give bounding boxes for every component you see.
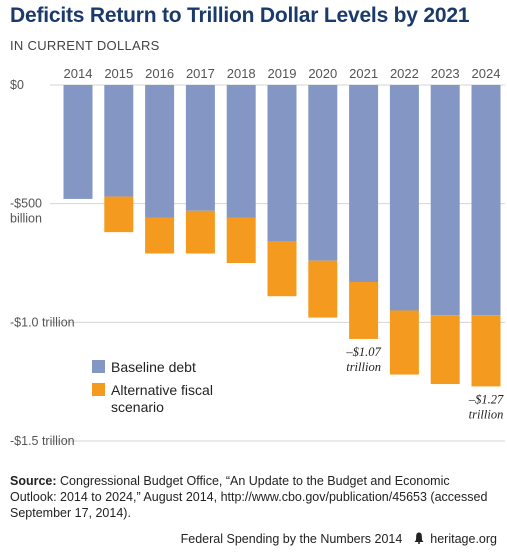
- bar-alternative: [104, 196, 134, 233]
- bar-alternative: [308, 260, 338, 318]
- bar-baseline: [185, 85, 215, 211]
- x-tick-label: 2021: [349, 66, 378, 81]
- bar-baseline: [349, 85, 379, 282]
- bar-alternative: [226, 217, 256, 263]
- bar-baseline: [267, 85, 297, 242]
- data-label: –$1.07 trillion: [345, 345, 381, 374]
- liberty-bell-icon: [414, 532, 424, 544]
- bar-chart: $0 -$500 billion -$1.0 trillion -$1.5 trilli…: [10, 66, 505, 448]
- data-label: –$1.27 trillion: [468, 392, 504, 421]
- x-tick-label: 2018: [227, 66, 256, 81]
- legend-swatch-alternative: [92, 383, 105, 396]
- source-note: Source: Congressional Budget Office, “An…: [10, 473, 497, 521]
- legend-label-alternative: Alternative fiscal scenario: [111, 382, 213, 415]
- bar-baseline: [471, 85, 501, 316]
- bar-alternative: [349, 281, 379, 339]
- bar-baseline: [104, 85, 134, 197]
- x-tick-label: 2014: [64, 66, 93, 81]
- bar-alternative: [267, 241, 297, 297]
- x-tick-label: 2016: [145, 66, 174, 81]
- x-tick-label: 2023: [431, 66, 460, 81]
- source-text: Congressional Budget Office, “An Update …: [10, 474, 488, 520]
- bar-baseline: [63, 85, 93, 199]
- legend-label-baseline: Baseline debt: [111, 359, 196, 375]
- x-tick-label: 2024: [472, 66, 501, 81]
- bar-alternative: [389, 310, 419, 375]
- bar-alternative: [430, 315, 460, 385]
- footer-site: heritage.org: [430, 532, 497, 546]
- y-tick-label: -$500 billion: [10, 197, 42, 226]
- footer: Federal Spending by the Numbers 2014 her…: [10, 532, 497, 546]
- y-tick-label: $0: [10, 78, 24, 92]
- bar-alternative: [471, 315, 501, 387]
- footer-publication: Federal Spending by the Numbers 2014: [180, 532, 403, 546]
- bar-alternative: [145, 217, 175, 254]
- bar-baseline: [145, 85, 175, 218]
- bar-baseline: [308, 85, 338, 261]
- bar-baseline: [226, 85, 256, 218]
- y-tick-label: -$1.5 trillion: [10, 434, 75, 448]
- bar-baseline: [430, 85, 460, 316]
- bar-alternative: [185, 210, 215, 254]
- chart-subtitle: IN CURRENT DOLLARS: [10, 38, 160, 53]
- chart-title: Deficits Return to Trillion Dollar Level…: [10, 4, 470, 27]
- x-tick-label: 2022: [390, 66, 419, 81]
- legend-swatch-baseline: [92, 360, 105, 373]
- x-tick-label: 2020: [308, 66, 337, 81]
- y-tick-label: -$1.0 trillion: [10, 315, 75, 329]
- x-tick-label: 2017: [186, 66, 215, 81]
- x-tick-label: 2019: [268, 66, 297, 81]
- x-tick-label: 2015: [104, 66, 133, 81]
- bar-baseline: [389, 85, 419, 311]
- source-label: Source:: [10, 474, 57, 488]
